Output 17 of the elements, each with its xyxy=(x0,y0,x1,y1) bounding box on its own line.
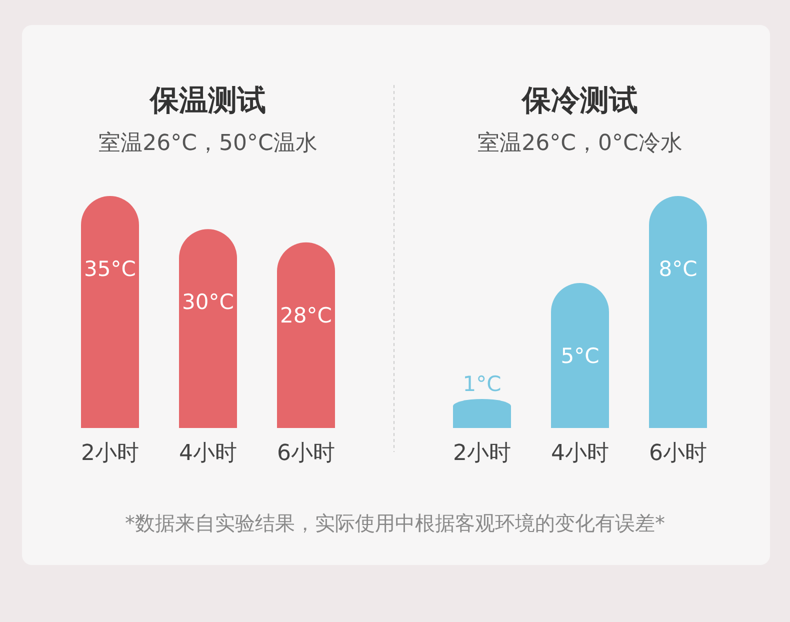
chart-subtitle: 室温26°C，50°C温水 xyxy=(98,131,318,156)
data-label: 5°C xyxy=(560,344,600,368)
x-tick-label: 6小时 xyxy=(277,441,335,466)
data-label: 35°C xyxy=(84,257,136,281)
data-label: 8°C xyxy=(658,257,698,281)
x-tick-label: 4小时 xyxy=(551,441,609,466)
data-label: 1°C xyxy=(462,372,502,396)
x-tick-label: 2小时 xyxy=(453,441,511,466)
chart-title: 保冷测试 xyxy=(521,83,638,117)
data-label: 30°C xyxy=(182,290,234,314)
x-tick-label: 2小时 xyxy=(81,441,139,466)
chart-title: 保温测试 xyxy=(149,83,266,117)
data-label: 28°C xyxy=(280,303,332,328)
x-tick-label: 6小时 xyxy=(649,441,707,466)
text: *数据来自实验结果，实际使用中根据客观环境的变化有误差* xyxy=(125,511,665,535)
x-tick-label: 4小时 xyxy=(179,441,237,466)
chart-subtitle: 室温26°C，0°C冷水 xyxy=(478,131,682,156)
